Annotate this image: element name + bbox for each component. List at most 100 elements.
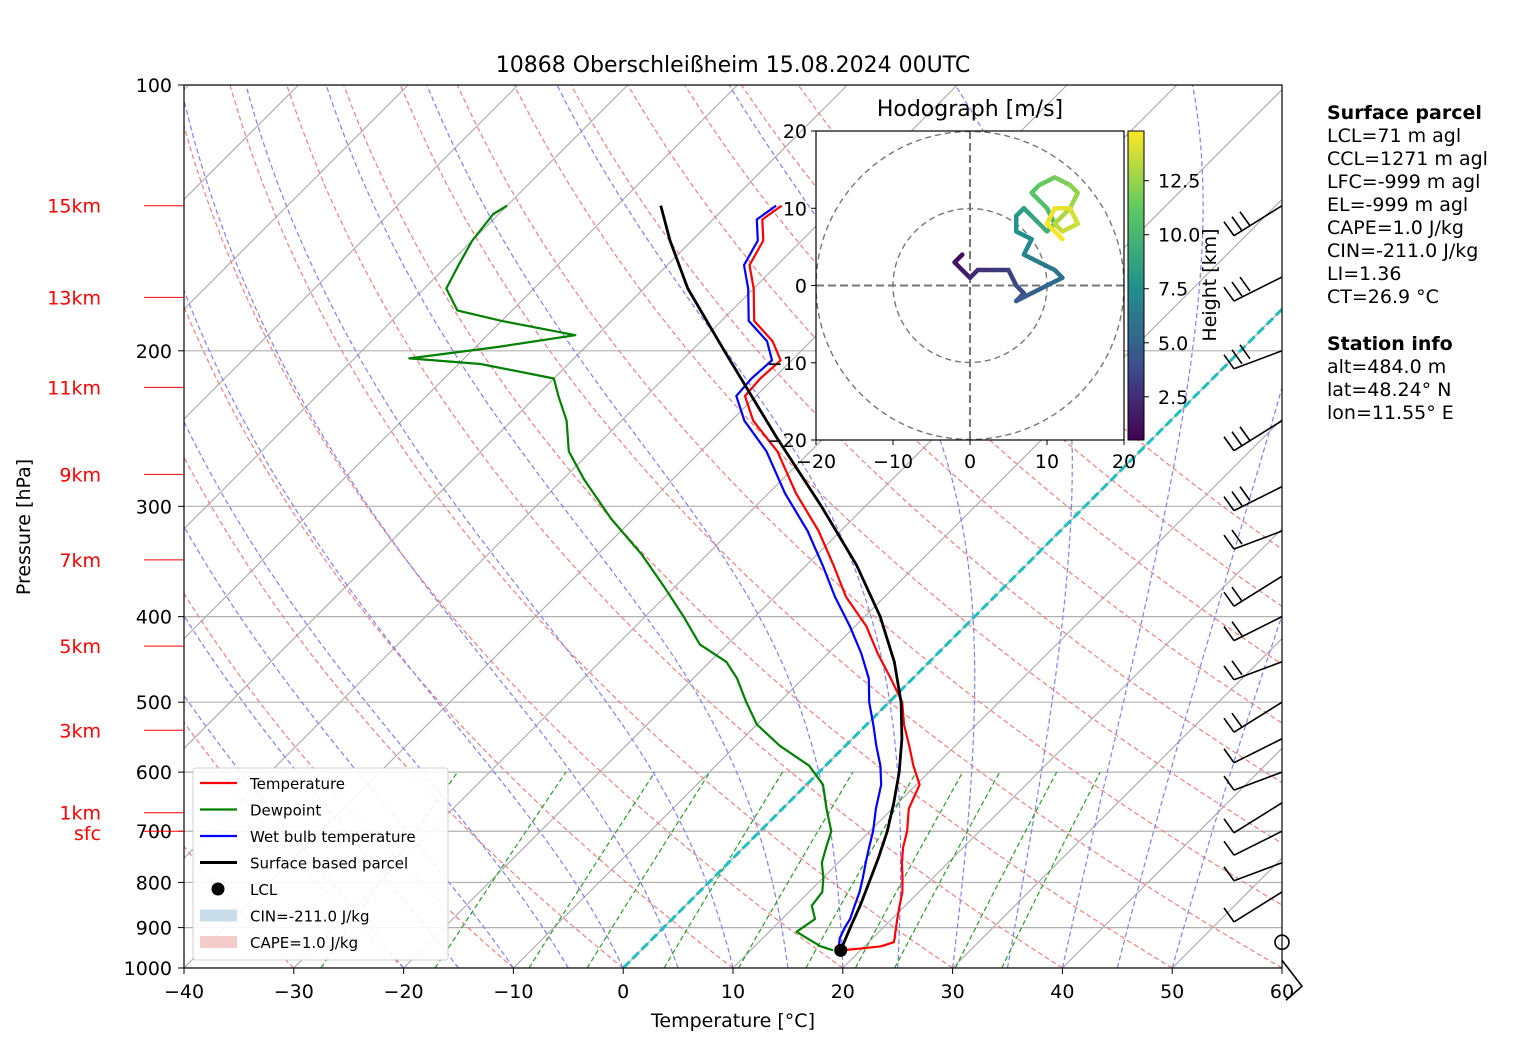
- hodograph-x-tick-label: −10: [873, 451, 913, 473]
- wind-barb-shaft: [1233, 276, 1283, 302]
- colorbar-tick-label: 12.5: [1158, 171, 1200, 193]
- hodograph-segment: [1021, 236, 1034, 257]
- surface-parcel-line: LFC=-999 m agl: [1327, 171, 1481, 193]
- y-tick-label: 100: [136, 75, 172, 97]
- isotherm-line: [512, 198, 1282, 968]
- wind-barb-flag: [1223, 840, 1235, 856]
- colorbar-tick-label: 7.5: [1158, 279, 1188, 301]
- x-tick-label: 20: [831, 981, 855, 1003]
- legend-label: CAPE=1.0 J/kg: [250, 934, 358, 952]
- dry-adiabat-line: [184, 124, 844, 968]
- hodograph-x-tick-label: 0: [964, 451, 976, 473]
- y-tick-label: 400: [136, 607, 172, 629]
- wind-barb-shaft: [1233, 420, 1283, 452]
- wind-barb-shaft: [1233, 891, 1283, 923]
- isotherm-line: [842, 527, 1282, 968]
- hodograph-segment: [1052, 175, 1073, 188]
- wind-barb-flag: [1239, 211, 1251, 227]
- isotherm-line: [952, 637, 1282, 968]
- height-label: 5km: [59, 636, 101, 658]
- y-tick-label: 500: [136, 692, 172, 714]
- mixing-ratio-line: [663, 771, 784, 968]
- wind-barb-flag: [1223, 818, 1235, 834]
- surface-parcel-line: CIN=-211.0 J/kg: [1327, 240, 1479, 262]
- wind-barb-flag: [1223, 907, 1235, 923]
- wind-barb-flag: [1223, 626, 1235, 642]
- height-label: 3km: [59, 720, 101, 742]
- moist-adiabat-line: [1171, 613, 1282, 968]
- x-tick-label: −30: [274, 981, 314, 1003]
- wind-barb-flag: [1231, 529, 1243, 545]
- lcl-marker: [834, 943, 848, 957]
- dry-adiabat-line: [184, 456, 624, 968]
- series-line-wet-bulb-temperature: [735, 204, 883, 951]
- wind-barb-shaft: [1233, 830, 1283, 856]
- x-axis-label: Temperature [°C]: [650, 1010, 815, 1032]
- hodograph-y-tick-label: −20: [767, 430, 807, 452]
- mixing-ratio-line: [738, 771, 854, 968]
- hodograph-segment: [1067, 206, 1081, 226]
- legend-label: Surface based parcel: [250, 855, 408, 873]
- height-label: sfc: [74, 823, 101, 845]
- wind-barb-shaft: [1281, 959, 1304, 1001]
- moist-adiabat-line: [245, 85, 734, 968]
- hodograph-x-tick-label: 20: [1112, 451, 1136, 473]
- moist-adiabat-line: [184, 420, 569, 968]
- hodograph-x-tick-label: −20: [796, 451, 836, 473]
- isotherm-line: [184, 85, 848, 750]
- isotherm-line: [732, 418, 1282, 968]
- y-tick-label: 300: [136, 496, 172, 518]
- dry-adiabat-line: [570, 85, 1282, 784]
- x-tick-label: −40: [164, 981, 204, 1003]
- moist-adiabat-line: [426, 85, 844, 968]
- colorbar-tick-label: 2.5: [1158, 387, 1188, 409]
- moist-adiabat-line: [184, 97, 679, 968]
- surface-parcel-line: CAPE=1.0 J/kg: [1327, 217, 1464, 239]
- isotherm-line: [184, 85, 519, 420]
- wind-barb-flag: [1231, 216, 1243, 232]
- colorbar-tick-label: 5.0: [1158, 333, 1188, 355]
- hodograph-segment: [1052, 206, 1073, 226]
- info-panel: Surface parcel LCL=71 m agl CCL=1271 m a…: [1327, 102, 1488, 425]
- hodograph-y-tick-label: 0: [795, 276, 807, 298]
- x-tick-label: 0: [617, 981, 629, 1003]
- legend: Temperature Dewpoint Wet bulb temperature S…: [192, 767, 449, 961]
- hodograph-segment: [1006, 267, 1019, 288]
- surface-parcel-line: LI=1.36: [1327, 263, 1402, 285]
- dry-adiabat-line: [184, 305, 734, 968]
- x-tick-label: 50: [1160, 981, 1184, 1003]
- wind-barb-flag: [1231, 431, 1243, 447]
- dry-adiabat-line: [456, 85, 1282, 906]
- legend-patch-swatch: [200, 909, 237, 922]
- hodograph: Hodograph [m/s] −20−20 −10 −10 0 0 10 10 20 20 2.5…: [767, 97, 1221, 473]
- dry-adiabat-line: [513, 85, 1282, 844]
- height-label: 15km: [47, 196, 101, 218]
- wind-barb-flag: [1231, 281, 1243, 297]
- moist-adiabat-line: [184, 288, 624, 968]
- wind-barb-shaft: [1233, 771, 1283, 791]
- mixing-ratio-line: [954, 771, 1058, 968]
- mixing-ratio-line: [894, 771, 1001, 968]
- y-axis-label: Pressure [hPa]: [13, 459, 35, 595]
- series-line-surface-based-parcel: [659, 205, 904, 951]
- hodograph-x-tick-label: 10: [1035, 451, 1059, 473]
- wind-barb-flag: [1223, 354, 1235, 370]
- y-tick-label: 200: [136, 341, 172, 363]
- wind-barb-flag: [1239, 344, 1251, 360]
- wind-barb-shaft: [1233, 862, 1283, 882]
- surface-parcel-line: CCL=1271 m agl: [1327, 148, 1488, 170]
- y-tick-label: 600: [136, 762, 172, 784]
- hodograph-y-tick-label: 20: [783, 121, 807, 143]
- series-line-temperature: [743, 204, 921, 952]
- station-info-line: lon=11.55° E: [1327, 402, 1454, 424]
- hodograph-y-tick-label: 10: [783, 198, 807, 220]
- wind-barb-shaft: [1233, 802, 1283, 834]
- station-info-line: alt=484.0 m: [1327, 356, 1447, 378]
- station-info-heading: Station info: [1327, 333, 1453, 355]
- mixing-ratio-line: [586, 771, 711, 968]
- wind-barb-flag: [1223, 221, 1235, 237]
- legend-label: Temperature: [249, 775, 345, 793]
- wind-barb-flag: [1223, 496, 1235, 512]
- isotherm-line: [184, 85, 629, 530]
- mixing-ratio-line: [434, 771, 567, 968]
